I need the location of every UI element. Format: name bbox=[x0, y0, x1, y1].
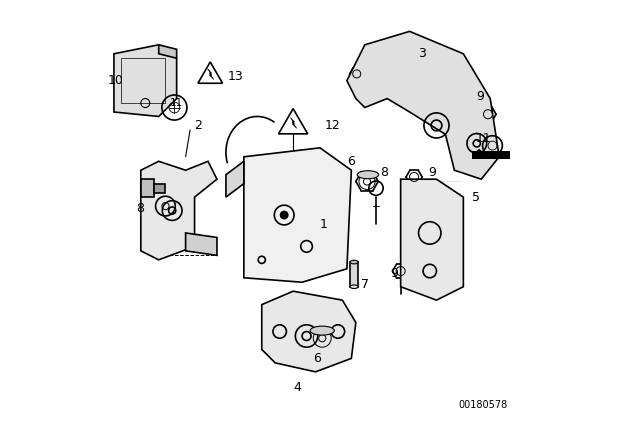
Polygon shape bbox=[262, 291, 356, 372]
Text: 13: 13 bbox=[228, 69, 244, 83]
Text: 2: 2 bbox=[195, 119, 202, 132]
Polygon shape bbox=[401, 179, 463, 300]
Polygon shape bbox=[154, 184, 165, 193]
Polygon shape bbox=[141, 161, 217, 260]
Polygon shape bbox=[114, 45, 177, 116]
Text: 9: 9 bbox=[428, 166, 436, 179]
Text: 00180578: 00180578 bbox=[458, 401, 508, 410]
Bar bbox=[472, 151, 511, 159]
Text: 11: 11 bbox=[476, 132, 492, 146]
Text: 12: 12 bbox=[324, 119, 340, 132]
Circle shape bbox=[280, 211, 288, 219]
Text: 5: 5 bbox=[472, 190, 480, 204]
Bar bbox=[121, 58, 166, 103]
Polygon shape bbox=[472, 149, 486, 155]
Text: 10: 10 bbox=[108, 74, 123, 87]
Text: 4: 4 bbox=[293, 381, 301, 394]
Polygon shape bbox=[207, 69, 214, 79]
Text: 7: 7 bbox=[361, 278, 369, 291]
Polygon shape bbox=[141, 179, 154, 197]
Polygon shape bbox=[291, 117, 297, 128]
Text: 6: 6 bbox=[347, 155, 355, 168]
Polygon shape bbox=[347, 31, 499, 179]
Text: 6: 6 bbox=[314, 352, 321, 365]
Ellipse shape bbox=[357, 171, 379, 179]
Text: 8: 8 bbox=[136, 202, 145, 215]
Ellipse shape bbox=[350, 285, 358, 289]
Ellipse shape bbox=[310, 326, 334, 335]
Polygon shape bbox=[244, 148, 351, 282]
Text: 8: 8 bbox=[380, 166, 388, 179]
Polygon shape bbox=[186, 233, 217, 255]
Polygon shape bbox=[159, 45, 177, 58]
Text: 9: 9 bbox=[476, 90, 484, 103]
Bar bbox=[350, 262, 358, 287]
Text: 9: 9 bbox=[390, 267, 398, 280]
Text: 1: 1 bbox=[320, 217, 328, 231]
Text: 3: 3 bbox=[419, 47, 426, 60]
Polygon shape bbox=[226, 161, 244, 197]
Text: 11: 11 bbox=[170, 98, 183, 108]
Ellipse shape bbox=[350, 260, 358, 264]
